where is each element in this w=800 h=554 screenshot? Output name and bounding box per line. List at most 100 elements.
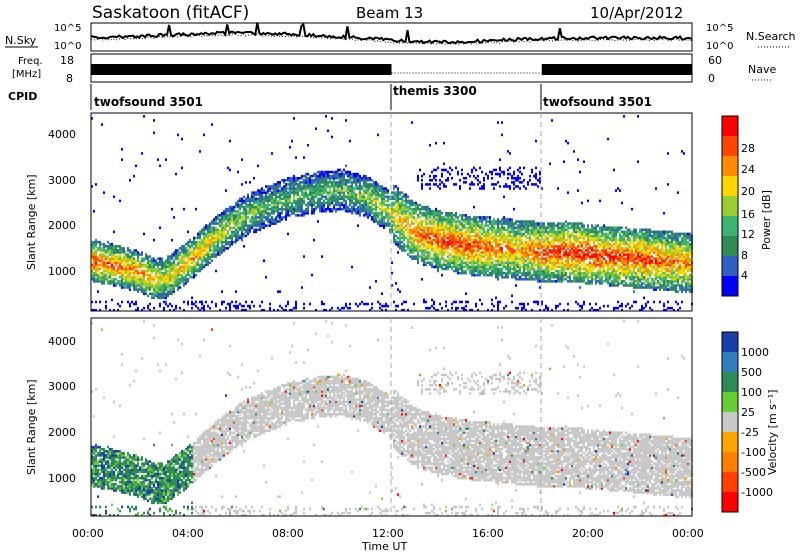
power-cell [283,195,285,199]
power-cell [473,271,475,275]
power-cell [241,216,243,219]
power-cell [337,168,339,172]
power-cell [357,304,359,308]
power-cell [379,201,381,205]
power-cell [255,218,257,221]
power-cell [533,240,535,244]
power-cell [321,174,323,178]
power-cell [127,263,129,267]
power-cell [529,230,531,234]
power-cell [555,255,557,258]
power-cell [387,218,389,221]
power-cell [195,263,197,267]
power-cell [423,214,425,217]
power-cell [311,197,313,201]
power-cell [417,261,419,265]
power-cell [97,273,99,277]
power-cell [337,176,339,180]
power-cell [483,228,485,232]
power-cell [191,251,193,254]
power-cell [515,226,517,229]
power-cell [481,251,483,254]
power-cell [253,195,255,199]
power-cell [529,220,531,223]
power-cell [229,236,231,240]
power-cell [367,216,369,219]
power-cell [551,265,553,269]
power-cell [547,253,549,256]
power-cell [369,197,371,201]
power-cell [489,226,491,229]
power-cell [531,230,533,234]
power-cell [177,273,179,277]
power-cell [375,203,377,207]
power-cell [319,189,321,192]
power-cell [111,280,113,283]
power-cell [121,265,123,269]
power-cell [201,228,203,232]
power-cell [505,304,507,308]
power-cell [281,187,283,190]
power-cell [547,257,549,260]
power-cell [125,269,127,273]
power-cell [473,247,475,250]
power-cell [525,263,527,267]
power-cell [225,238,227,242]
power-cell [153,238,155,242]
power-cell [267,187,269,190]
power-cell [339,201,341,205]
power-cell [245,308,247,312]
power-cell [501,232,503,236]
power-cell [99,275,101,279]
power-cell [155,269,157,273]
power-cell [501,275,503,279]
power-cell [277,214,279,217]
power-cell [105,306,107,310]
power-cell [91,263,93,267]
power-cell [257,222,259,225]
power-cell [245,222,247,225]
power-cell [413,302,415,306]
power-cell [413,226,415,229]
power-cell [377,187,379,190]
power-cell [475,176,477,180]
power-cell [373,216,375,219]
power-cell [247,216,249,219]
power-cell [319,183,321,186]
power-cell [305,209,307,213]
power-cell [477,249,479,252]
power-cell [137,257,139,260]
power-cell [317,193,319,196]
power-cell [497,228,499,232]
power-cell [187,259,189,262]
power-cell [307,207,309,211]
power-cell [145,286,147,289]
power-cell [141,284,143,287]
power-cell [471,249,473,252]
power-cell [259,207,261,211]
power-cell [475,240,477,244]
power-cell [335,201,337,205]
power-cell [153,296,155,300]
power-cell [533,247,535,250]
power-cell [415,245,417,248]
power-cell [419,245,421,248]
power-cell [487,247,489,250]
power-cell [533,300,535,304]
power-cell [159,286,161,289]
power-cell [301,199,303,203]
power-cell [545,228,547,232]
power-cell [441,263,443,267]
power-cell [511,255,513,258]
power-cell [383,199,385,203]
power-cell [237,201,239,205]
power-cell [425,214,427,217]
power-cell [465,220,467,223]
power-cell [411,212,413,215]
power-cell [131,284,133,287]
power-cell [423,300,425,304]
power-cell [363,207,365,211]
power-cell [113,308,115,312]
power-cell [307,193,309,196]
power-cell [249,218,251,221]
